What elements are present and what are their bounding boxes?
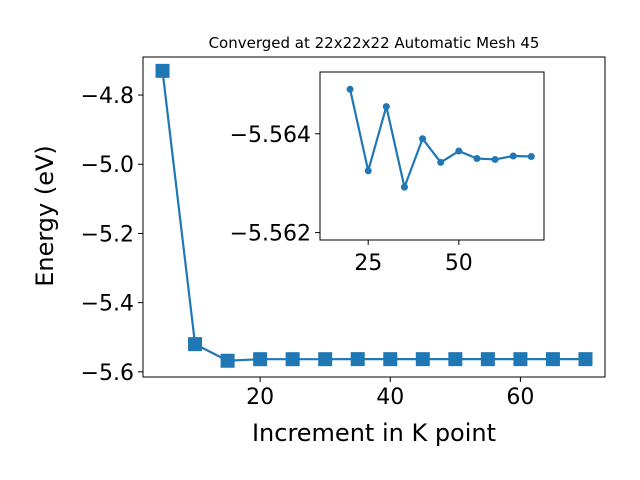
data-point (419, 135, 427, 143)
data-point (155, 63, 170, 78)
data-point (448, 352, 463, 367)
series-group (346, 85, 535, 191)
plot-frame (319, 71, 545, 241)
data-point (480, 352, 495, 367)
x-axis-label: Increment in K point (252, 419, 496, 447)
y-tick-label: −5.562 (230, 222, 311, 247)
data-point (364, 167, 372, 175)
y-tick-label: −5.2 (81, 222, 134, 247)
x-tick-label: 40 (376, 385, 404, 410)
data-point (220, 353, 235, 368)
data-point (383, 352, 398, 367)
x-tick-label: 60 (506, 385, 534, 410)
data-point (253, 352, 268, 367)
data-point (400, 183, 408, 191)
chart-title: Converged at 22x22x22 Automatic Mesh 45 (209, 34, 540, 52)
data-point (350, 352, 365, 367)
data-point (285, 352, 300, 367)
data-point (491, 155, 499, 163)
y-tick-label: −4.8 (81, 84, 134, 109)
series-group (155, 63, 593, 368)
data-point (527, 152, 535, 160)
data-point (509, 152, 517, 160)
y-tick-label: −5.6 (81, 361, 134, 386)
x-tick-label: 20 (246, 385, 274, 410)
data-point (415, 352, 430, 367)
y-tick-label: −5.4 (81, 292, 134, 317)
data-point (437, 158, 445, 166)
x-tick-label: 25 (354, 251, 382, 276)
data-point (513, 352, 528, 367)
data-point (382, 103, 390, 111)
x-tick-label: 50 (445, 251, 473, 276)
data-point (455, 147, 463, 155)
y-tick-label: −5.0 (81, 153, 134, 178)
y-tick-label: −5.564 (230, 123, 311, 148)
data-point (545, 352, 560, 367)
inset-plot: 25 50 −5.562 −5.564 (230, 71, 545, 276)
data-point (346, 85, 354, 93)
data-point (188, 337, 203, 352)
data-point (578, 352, 593, 367)
y-axis-label: Energy (eV) (31, 145, 59, 287)
data-point (318, 352, 333, 367)
data-point (473, 154, 481, 162)
